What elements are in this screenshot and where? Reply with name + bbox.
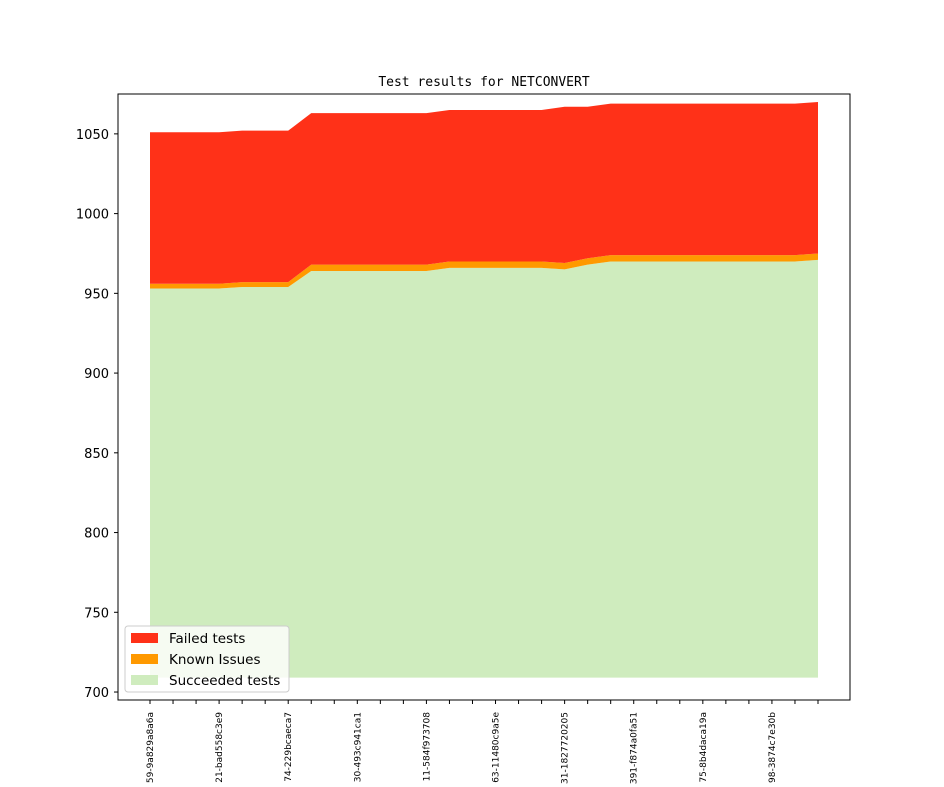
y-tick-label: 700 bbox=[84, 686, 109, 701]
x-tick-label: 59-9a829a8a6a bbox=[146, 712, 156, 783]
x-tick-label: 31-1827720205 bbox=[561, 712, 571, 784]
x-tick-label: 11-584f973708 bbox=[422, 712, 432, 782]
plot-frame bbox=[117, 93, 851, 701]
stacked-areas bbox=[150, 101, 818, 678]
y-tick-label: 750 bbox=[84, 606, 109, 621]
legend-label: Succeeded tests bbox=[169, 673, 280, 689]
x-tick-label: 75-8b4daca19a bbox=[699, 712, 709, 783]
area-known-issues bbox=[150, 253, 818, 289]
legend-label: Failed tests bbox=[169, 631, 245, 647]
y-tick-label: 800 bbox=[84, 527, 109, 542]
x-axis: 59-9a829a8a6a 21-bad558c3e9 74-229bcaeca7 3… bbox=[146, 700, 819, 784]
x-tick-label: 98-3874c7e30b bbox=[768, 712, 778, 783]
y-tick-label: 850 bbox=[84, 447, 109, 462]
y-tick-label: 900 bbox=[84, 367, 109, 382]
x-tick-label: 30-493c941ca1 bbox=[353, 712, 363, 782]
legend-swatch bbox=[131, 675, 158, 685]
x-tick-label: 391-f874a0fa51 bbox=[630, 712, 640, 784]
x-tick-label: 63-11480c9a5e bbox=[492, 712, 502, 783]
x-tick-label: 21-bad558c3e9 bbox=[215, 712, 225, 783]
legend-swatch bbox=[131, 654, 158, 664]
area-failed-tests bbox=[150, 101, 818, 284]
y-tick-label: 950 bbox=[84, 287, 109, 302]
x-tick-label: 74-229bcaeca7 bbox=[284, 712, 294, 782]
area-succeeded-tests bbox=[150, 259, 818, 678]
legend-swatch bbox=[131, 633, 158, 643]
legend-label: Known Issues bbox=[169, 652, 261, 668]
legend: Failed tests Known Issues Succeeded tests bbox=[124, 625, 290, 693]
chart-title: Test results for NETCONVERT bbox=[378, 75, 589, 90]
y-axis: 700 750 800 850 900 950 1000 1050 bbox=[76, 128, 118, 701]
legend-box bbox=[124, 625, 290, 693]
y-tick-label: 1000 bbox=[76, 208, 109, 223]
y-tick-label: 1050 bbox=[76, 128, 109, 143]
